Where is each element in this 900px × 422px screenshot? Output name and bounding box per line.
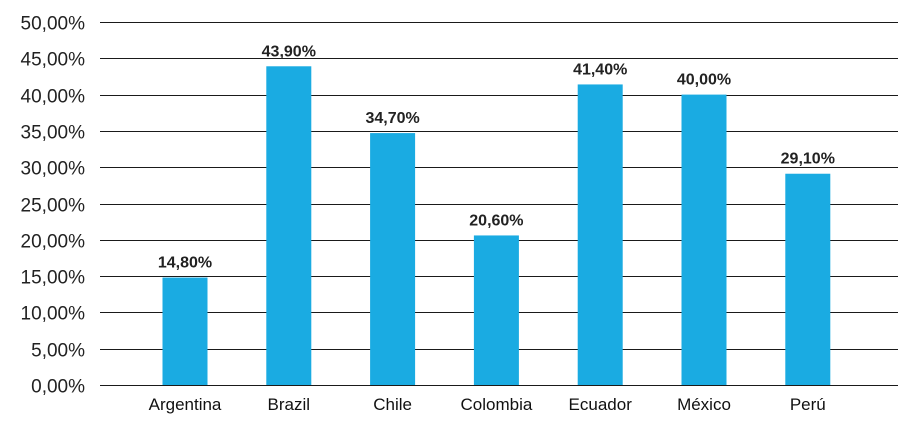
x-tick-label: Perú (790, 395, 826, 414)
data-label: 34,70% (365, 110, 419, 127)
y-tick-label: 10,00% (21, 304, 86, 325)
y-tick-label: 0,00% (31, 377, 85, 398)
y-axis-ticks: 0,00% 5,00% 10,00% 15,00% 20,00% 25,00% 30,00%… (21, 14, 86, 398)
y-tick-label: 40,00% (21, 87, 86, 108)
y-tick-label: 25,00% (21, 196, 86, 217)
x-tick-label: Argentina (149, 395, 222, 414)
y-tick-label: 5,00% (31, 341, 85, 362)
data-labels: 14,80% 43,90% 34,70% 20,60% 41,40% 40,00% 29,1… (158, 43, 835, 271)
bar-perú (785, 173, 831, 385)
bars (162, 66, 831, 385)
data-label: 43,90% (262, 43, 316, 60)
x-tick-label: Chile (373, 395, 412, 414)
data-label: 40,00% (677, 72, 731, 89)
bar-chile (370, 133, 416, 385)
x-tick-label: Ecuador (569, 395, 633, 414)
bar-brazil (266, 66, 312, 385)
bar-argentina (162, 277, 208, 385)
bar-ecuador (577, 84, 623, 385)
y-tick-label: 20,00% (21, 232, 86, 253)
y-tick-label: 35,00% (21, 123, 86, 144)
data-label: 20,60% (469, 212, 523, 229)
y-tick-label: 30,00% (21, 159, 86, 180)
y-tick-label: 45,00% (21, 50, 86, 71)
bar-méxico (681, 94, 727, 385)
bar-colombia (473, 235, 519, 385)
y-tick-label: 15,00% (21, 268, 86, 289)
data-label: 29,10% (781, 151, 835, 168)
data-label: 14,80% (158, 255, 212, 272)
y-tick-label: 50,00% (21, 14, 86, 35)
x-axis-ticks: Argentina Brazil Chile Colombia Ecuador Méxic… (149, 395, 826, 414)
data-label: 41,40% (573, 61, 627, 78)
x-tick-label: Colombia (460, 395, 532, 414)
x-tick-label: México (677, 395, 731, 414)
x-tick-label: Brazil (268, 395, 311, 414)
